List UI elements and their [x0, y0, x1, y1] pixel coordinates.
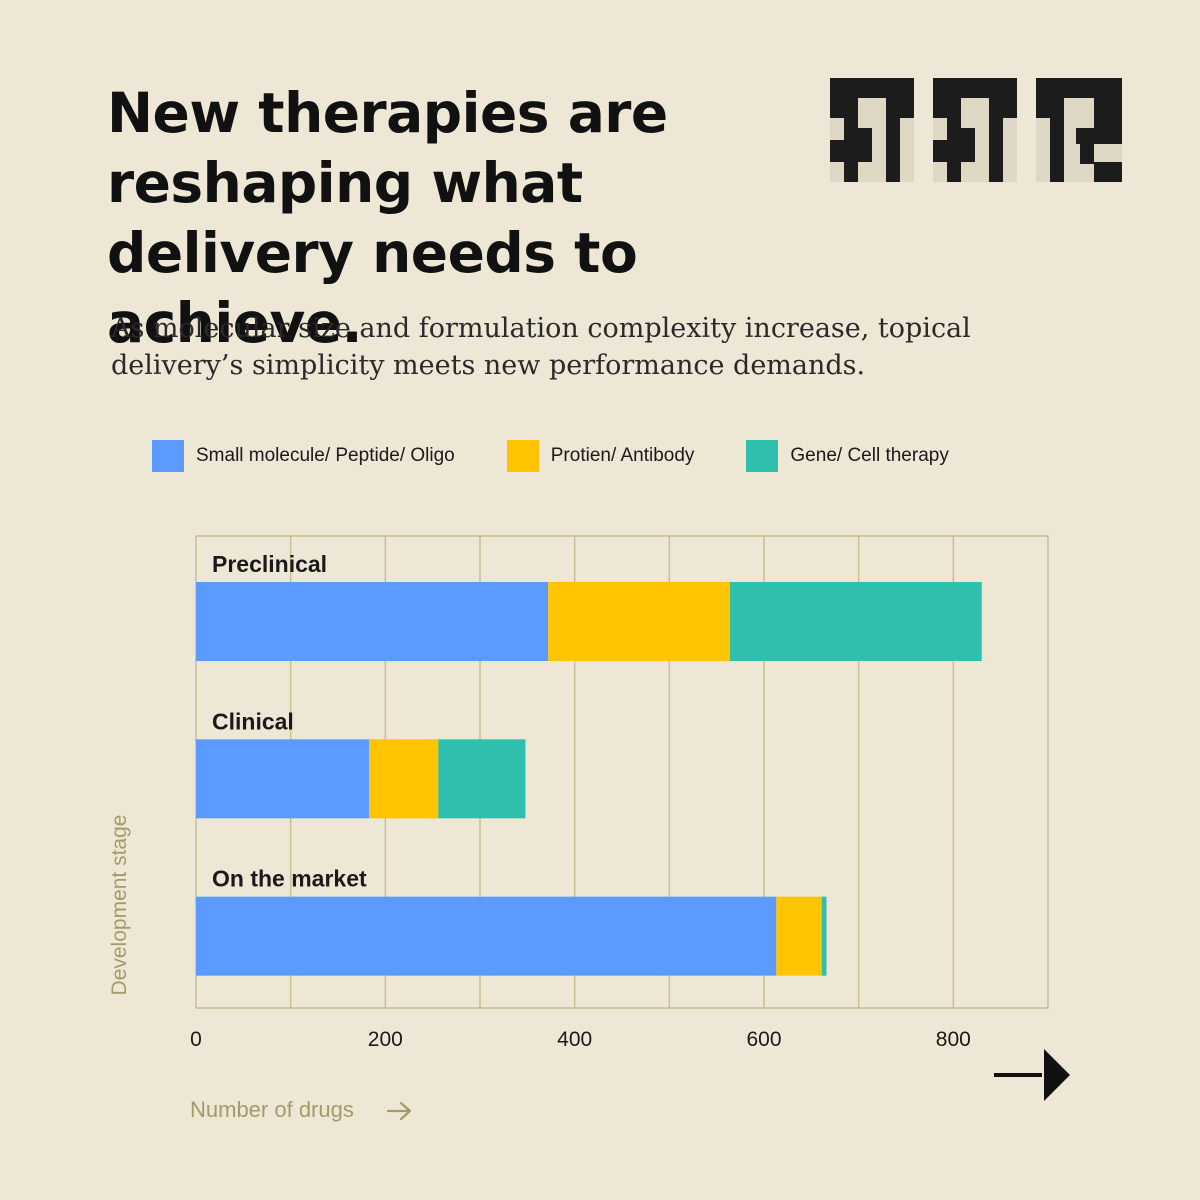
x-tick-label-0: 0 [190, 1028, 202, 1051]
legend-label-gene-cell: Gene/ Cell therapy [790, 445, 949, 466]
bar-2-series-1 [776, 896, 822, 976]
page-subtitle: As molecular size and formulation comple… [111, 313, 971, 381]
legend-item-gene-cell: Gene/ Cell therapy [746, 440, 949, 472]
category-label-1: Clinical [212, 708, 294, 734]
bar-0-series-0 [196, 582, 549, 661]
bar-0-series-1 [548, 582, 730, 661]
legend-swatch-protein [506, 440, 539, 472]
legend-label-protein: Protien/ Antibody [550, 445, 695, 466]
page-title: New therapies are reshaping what deliver… [107, 81, 668, 355]
logo-block-2 [933, 78, 1017, 182]
chart-legend: Small molecule/ Peptide/ Oligo Protien/ … [152, 440, 1001, 472]
legend-swatch-gene-cell [746, 440, 779, 472]
x-tick-label-200: 200 [368, 1028, 403, 1051]
bar-2-series-0 [196, 896, 777, 976]
logo-icon [830, 78, 1122, 187]
bar-1-series-1 [369, 739, 439, 819]
legend-swatch-small-molecule [152, 440, 184, 472]
x-tick-label-400: 400 [557, 1028, 592, 1051]
legend-item-small-molecule: Small molecule/ Peptide/ Oligo [152, 440, 455, 472]
x-tick-label-600: 600 [746, 1028, 781, 1051]
bar-2-series-2 [821, 896, 827, 976]
y-axis-label: Development stage [108, 814, 131, 996]
bar-1-series-2 [438, 739, 526, 819]
logo-block-3 [1036, 78, 1122, 182]
bar-1-series-0 [196, 739, 370, 819]
bar-0-series-2 [729, 582, 982, 661]
x-tick-label-800: 800 [936, 1028, 971, 1051]
x-axis-label: Number of drugs [190, 1097, 354, 1122]
logo-block-1 [830, 78, 914, 182]
corner-arrow-icon [994, 1049, 1070, 1101]
arrow-right-icon [386, 1101, 412, 1121]
category-label-0: Preclinical [212, 551, 327, 577]
legend-item-protein: Protien/ Antibody [506, 440, 695, 472]
legend-label-small-molecule: Small molecule/ Peptide/ Oligo [196, 445, 455, 466]
logo-graphic [830, 78, 1122, 182]
category-label-2: On the market [212, 866, 367, 892]
